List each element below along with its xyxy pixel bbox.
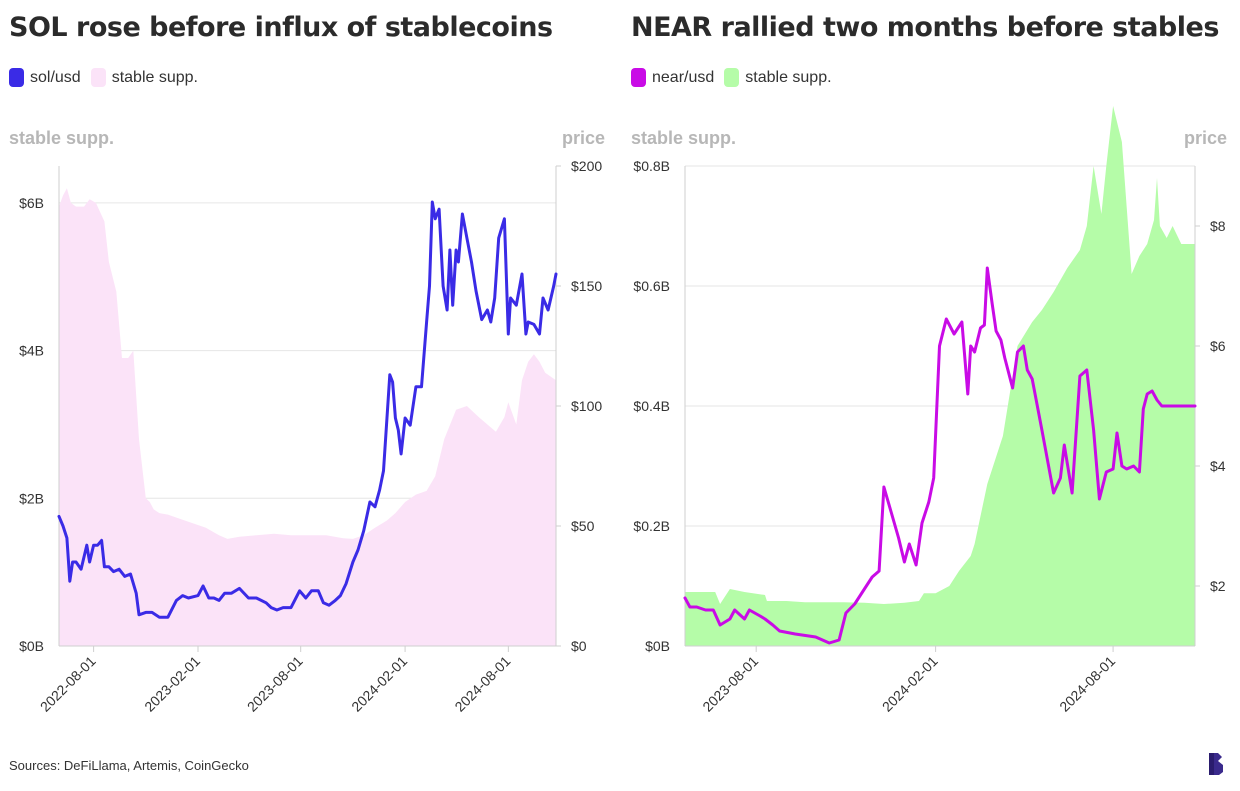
sol-x-tick-label: 2023-02-01 xyxy=(141,653,203,715)
legend-item-sol-stable-supp[interactable]: stable supp. xyxy=(90,68,198,87)
brand-b-logo-icon xyxy=(1209,753,1223,775)
sol-chart: $0B $2B $4B $6B $0 $50 $100 $150 $200 2022-08-01 2… xyxy=(19,158,602,715)
legend-item-near-stable-supp[interactable]: stable supp. xyxy=(724,68,832,87)
near-left-tick-label: $0.4B xyxy=(633,398,670,414)
near-left-tick-label: $0B xyxy=(645,638,670,654)
near-right-axis-title: price xyxy=(1184,128,1228,148)
legend-label-near-stable-supp: stable supp. xyxy=(745,68,832,86)
legend-label-near-usd: near/usd xyxy=(652,68,715,86)
legend-label-sol-stable-supp: stable supp. xyxy=(111,68,198,86)
sol-right-tick-label: $200 xyxy=(571,158,602,174)
sol-x-tick-label: 2023-08-01 xyxy=(244,653,306,715)
sol-stable-supp-area xyxy=(59,188,556,646)
near-stable-supp-swatch xyxy=(724,68,740,87)
near-right-tick-label: $8 xyxy=(1210,218,1226,234)
sol-x-tick-label: 2022-08-01 xyxy=(37,653,99,715)
legend-label-sol-usd: sol/usd xyxy=(30,68,81,86)
sol-price-line xyxy=(57,200,558,619)
sol-right-tick-label: $0 xyxy=(571,638,587,654)
sol-x-tick-label: 2024-08-01 xyxy=(452,653,514,715)
sol-right-tick-label: $150 xyxy=(571,278,602,294)
sol-left-tick-label: $2B xyxy=(19,490,44,506)
near-x-tick-label: 2024-02-01 xyxy=(879,653,941,715)
near-chart: $0B $0.2B $0.4B $0.6B $0.8B $2 $4 $6 $8 2023-08-0… xyxy=(633,106,1226,715)
sol-right-tick-label: $50 xyxy=(571,518,595,534)
source-note: Sources: DeFiLlama, Artemis, CoinGecko xyxy=(9,758,249,773)
near-stable-supp-area xyxy=(685,106,1195,646)
sol-right-tick-label: $100 xyxy=(571,398,602,414)
near-left-tick-label: $0.8B xyxy=(633,158,670,174)
sol-x-tick-label: 2024-02-01 xyxy=(348,653,410,715)
legend-item-near-usd[interactable]: near/usd xyxy=(631,68,714,87)
near-chart-title: NEAR rallied two months before stables xyxy=(631,12,1219,43)
sol-left-tick-label: $0B xyxy=(19,638,44,654)
near-left-tick-label: $0.6B xyxy=(633,278,670,294)
near-right-tick-label: $4 xyxy=(1210,458,1226,474)
legend-item-sol-usd[interactable]: sol/usd xyxy=(9,68,81,87)
near-x-tick-label: 2023-08-01 xyxy=(699,653,761,715)
sol-left-tick-label: $4B xyxy=(19,343,44,359)
near-price-line xyxy=(683,266,1197,645)
sol-chart-legend: sol/usd stable supp. xyxy=(9,68,198,87)
near-left-tick-label: $0.2B xyxy=(633,518,670,534)
near-chart-legend: near/usd stable supp. xyxy=(631,68,832,87)
sol-usd-swatch xyxy=(9,68,24,87)
sol-right-axis-title: price xyxy=(562,128,606,148)
near-right-tick-label: $2 xyxy=(1210,578,1226,594)
near-left-axis-title: stable supp. xyxy=(631,128,737,148)
sol-chart-title: SOL rose before influx of stablecoins xyxy=(9,12,553,43)
sol-left-axis-title: stable supp. xyxy=(9,128,115,148)
near-usd-swatch xyxy=(631,68,646,87)
near-x-tick-label: 2024-08-01 xyxy=(1056,653,1118,715)
near-right-tick-label: $6 xyxy=(1210,338,1226,354)
sol-stable-supp-swatch xyxy=(90,68,106,87)
sol-left-tick-label: $6B xyxy=(19,195,44,211)
